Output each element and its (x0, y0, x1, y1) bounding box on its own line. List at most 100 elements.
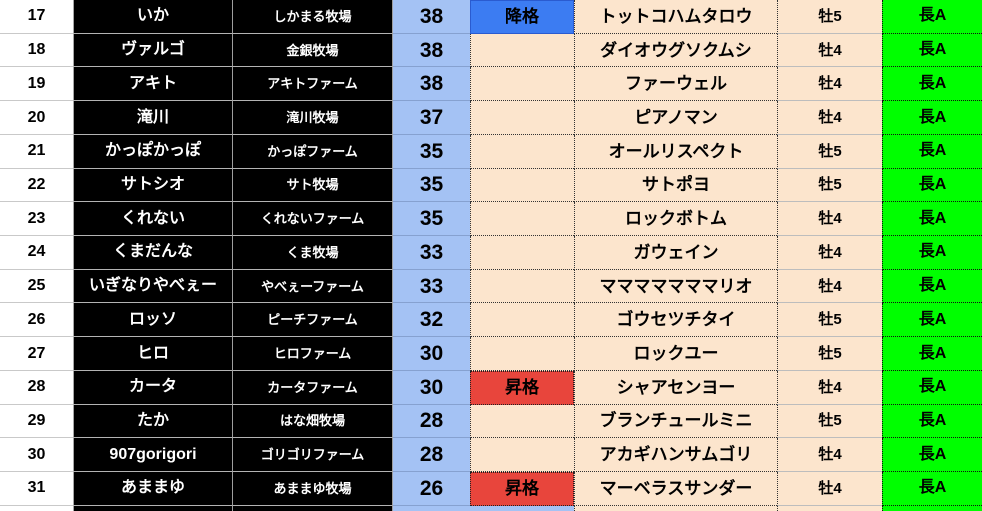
horse-name-cell[interactable]: ピアノマン (574, 101, 777, 135)
rank-cell[interactable]: 24 (0, 236, 74, 270)
grade-cell[interactable]: 長A (882, 236, 982, 270)
sex-age-cell[interactable]: 牡4 (777, 33, 882, 68)
trainer-name-cell[interactable]: いか (74, 0, 233, 34)
score-cell[interactable] (393, 505, 470, 511)
farm-name-cell[interactable]: あままゆ牧場 (233, 472, 393, 506)
score-cell[interactable]: 38 (393, 0, 470, 34)
status-cell[interactable] (470, 67, 574, 102)
score-cell[interactable]: 28 (393, 404, 470, 439)
status-cell[interactable] (470, 438, 574, 473)
horse-name-cell[interactable]: サトポヨ (574, 168, 777, 203)
trainer-name-cell[interactable]: ヒロ (74, 337, 233, 371)
farm-name-cell[interactable]: はな畑牧場 (233, 404, 393, 439)
sex-age-cell[interactable]: 牡5 (777, 303, 882, 338)
trainer-name-cell[interactable]: アキト (74, 67, 233, 102)
horse-name-cell[interactable]: ゴウセツチタイ (574, 303, 777, 338)
rank-cell[interactable]: 18 (0, 33, 74, 68)
trainer-name-cell[interactable]: かっぽかっぽ (74, 134, 233, 169)
grade-cell[interactable]: 長A (882, 33, 982, 68)
grade-cell[interactable]: 長A (882, 370, 982, 405)
sex-age-cell[interactable]: 牡5 (777, 337, 882, 371)
status-cell[interactable] (470, 33, 574, 68)
grade-cell[interactable]: 長A (882, 0, 982, 34)
sex-age-cell[interactable]: 牡4 (777, 472, 882, 506)
grade-cell[interactable]: 長A (882, 404, 982, 439)
trainer-name-cell[interactable]: たか (74, 404, 233, 439)
horse-name-cell[interactable]: トットコハムタロウ (574, 0, 777, 34)
trainer-name-cell[interactable]: 滝川 (74, 101, 233, 135)
status-cell[interactable]: 昇格 (470, 370, 574, 405)
trainer-name-cell[interactable]: ヴァルゴ (74, 33, 233, 68)
status-cell[interactable]: 昇格 (470, 472, 574, 506)
rank-cell[interactable]: 19 (0, 67, 74, 102)
farm-name-cell[interactable]: アキトファーム (233, 67, 393, 102)
score-cell[interactable]: 35 (393, 134, 470, 169)
rank-cell[interactable]: 28 (0, 370, 74, 405)
rank-cell[interactable] (0, 505, 74, 511)
horse-name-cell[interactable]: ロックボトム (574, 202, 777, 237)
status-cell[interactable]: 降格 (470, 0, 574, 34)
trainer-name-cell[interactable]: いぎなりやべぇー (74, 269, 233, 304)
farm-name-cell[interactable]: 金銀牧場 (233, 33, 393, 68)
score-cell[interactable]: 28 (393, 438, 470, 473)
grade-cell[interactable]: 長A (882, 303, 982, 338)
grade-cell[interactable]: 長A (882, 67, 982, 102)
grade-cell[interactable]: 長A (882, 101, 982, 135)
rank-cell[interactable]: 22 (0, 168, 74, 203)
sex-age-cell[interactable]: 牡5 (777, 0, 882, 34)
rank-cell[interactable]: 21 (0, 134, 74, 169)
score-cell[interactable]: 30 (393, 337, 470, 371)
horse-name-cell[interactable]: オールリスペクト (574, 134, 777, 169)
status-cell[interactable] (470, 404, 574, 439)
rank-cell[interactable]: 26 (0, 303, 74, 338)
trainer-name-cell[interactable]: くれない (74, 202, 233, 237)
sex-age-cell[interactable]: 牡5 (777, 134, 882, 169)
status-cell[interactable] (470, 269, 574, 304)
horse-name-cell[interactable] (574, 505, 777, 511)
farm-name-cell[interactable]: サト牧場 (233, 168, 393, 203)
trainer-name-cell[interactable]: くまだんな (74, 236, 233, 270)
status-cell[interactable] (470, 101, 574, 135)
status-cell[interactable] (470, 168, 574, 203)
rank-cell[interactable]: 30 (0, 438, 74, 473)
score-cell[interactable]: 38 (393, 33, 470, 68)
farm-name-cell[interactable]: かっぽファーム (233, 134, 393, 169)
sex-age-cell[interactable]: 牡4 (777, 202, 882, 237)
trainer-name-cell[interactable]: サトシオ (74, 168, 233, 203)
score-cell[interactable]: 37 (393, 101, 470, 135)
sex-age-cell[interactable]: 牡5 (777, 168, 882, 203)
horse-name-cell[interactable]: ブランチュールミニ (574, 404, 777, 439)
score-cell[interactable]: 33 (393, 236, 470, 270)
sex-age-cell[interactable]: 牡5 (777, 404, 882, 439)
farm-name-cell[interactable]: くま牧場 (233, 236, 393, 270)
rank-cell[interactable]: 25 (0, 269, 74, 304)
horse-name-cell[interactable]: ロックユー (574, 337, 777, 371)
score-cell[interactable]: 38 (393, 67, 470, 102)
farm-name-cell[interactable]: 滝川牧場 (233, 101, 393, 135)
grade-cell[interactable]: 長A (882, 337, 982, 371)
trainer-name-cell[interactable]: あままゆ (74, 472, 233, 506)
sex-age-cell[interactable]: 牡4 (777, 269, 882, 304)
score-cell[interactable]: 35 (393, 168, 470, 203)
status-cell[interactable] (470, 236, 574, 270)
score-cell[interactable]: 35 (393, 202, 470, 237)
grade-cell[interactable]: 長A (882, 134, 982, 169)
trainer-name-cell[interactable]: 907gorigori (74, 438, 233, 473)
farm-name-cell[interactable]: ヒロファーム (233, 337, 393, 371)
rank-cell[interactable]: 20 (0, 101, 74, 135)
sex-age-cell[interactable] (777, 505, 882, 511)
status-cell[interactable] (470, 303, 574, 338)
rank-cell[interactable]: 27 (0, 337, 74, 371)
score-cell[interactable]: 30 (393, 370, 470, 405)
horse-name-cell[interactable]: ガウェイン (574, 236, 777, 270)
rank-cell[interactable]: 17 (0, 0, 74, 34)
horse-name-cell[interactable]: ダイオウグソクムシ (574, 33, 777, 68)
farm-name-cell[interactable]: しかまる牧場 (233, 0, 393, 34)
rank-cell[interactable]: 23 (0, 202, 74, 237)
score-cell[interactable]: 32 (393, 303, 470, 338)
horse-name-cell[interactable]: ファーウェル (574, 67, 777, 102)
rank-cell[interactable]: 29 (0, 404, 74, 439)
farm-name-cell[interactable]: ゴリゴリファーム (233, 438, 393, 473)
trainer-name-cell[interactable]: ロッソ (74, 303, 233, 338)
horse-name-cell[interactable]: シャアセンヨー (574, 370, 777, 405)
